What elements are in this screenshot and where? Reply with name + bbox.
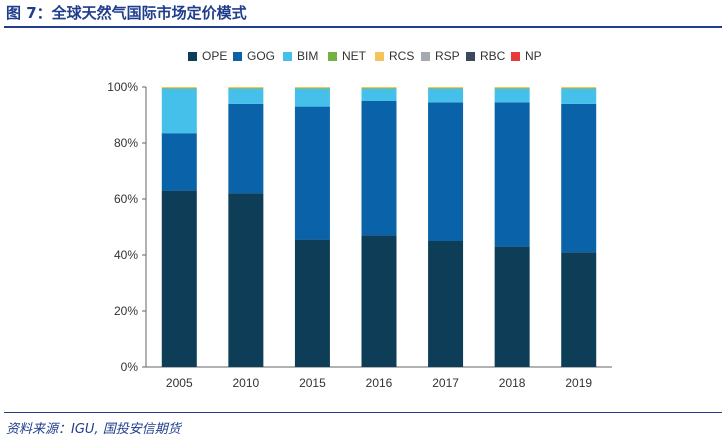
legend-label: BIM — [297, 49, 319, 63]
legend-label: OPE — [202, 49, 228, 63]
bar-segment-bim-2005 — [161, 88, 197, 134]
bar-segment-rcs-2016 — [361, 87, 397, 89]
bar-segment-gog-2010 — [228, 103, 264, 194]
legend-item-rbc: RBC — [466, 46, 505, 66]
legend-item-bim: BIM — [283, 46, 318, 66]
bar-segment-ope-2016 — [361, 235, 397, 367]
legend-swatch — [283, 51, 292, 61]
bar-segment-rcs-2017 — [428, 87, 464, 89]
legend-item-np: NP — [511, 46, 542, 66]
bar-segment-net-2019 — [561, 88, 597, 89]
x-tick-label: 2005 — [166, 376, 193, 390]
legend-item-rcs: RCS — [375, 46, 414, 66]
bar-segment-gog-2005 — [161, 133, 197, 191]
legend-swatch — [375, 51, 384, 61]
title-divider — [4, 26, 722, 28]
x-tick-label: 2018 — [499, 376, 526, 390]
chart-title: 图 7：全球天然气国际市场定价模式 — [6, 4, 247, 22]
bar-segment-net-2016 — [361, 88, 397, 89]
bar-segment-ope-2005 — [161, 190, 197, 367]
bar-segment-ope-2019 — [561, 252, 597, 367]
bar-segment-net-2017 — [428, 88, 464, 89]
y-tick-label: 40% — [114, 248, 138, 262]
x-tick-label: 2016 — [366, 376, 393, 390]
legend-item-rsp: RSP — [421, 46, 460, 66]
y-tick-label: 60% — [114, 192, 138, 206]
footer-divider — [4, 412, 722, 413]
source-note: 资料来源：IGU, 国投安信期货 — [6, 422, 181, 437]
bar-segment-rcs-2005 — [161, 87, 197, 89]
bar-segment-bim-2017 — [428, 88, 464, 103]
bar-segment-bim-2015 — [294, 88, 330, 107]
chart-legend: OPE GOG BIM NET RCS RSP RBC NP — [0, 46, 725, 66]
bar-segment-gog-2019 — [561, 103, 597, 253]
legend-swatch — [511, 51, 520, 61]
bar-segment-ope-2010 — [228, 193, 264, 367]
y-tick-label: 0% — [121, 360, 139, 374]
legend-label: NET — [342, 49, 366, 63]
bar-segment-gog-2018 — [494, 102, 530, 247]
legend-item-ope: OPE — [188, 46, 227, 66]
y-tick-label: 20% — [114, 304, 138, 318]
bar-segment-bim-2018 — [494, 88, 530, 103]
x-tick-label: 2019 — [565, 376, 592, 390]
x-tick-label: 2017 — [432, 376, 459, 390]
y-tick-label: 80% — [114, 136, 138, 150]
bar-segment-gog-2016 — [361, 101, 397, 236]
legend-label: NP — [525, 49, 542, 63]
bar-segment-gog-2015 — [294, 106, 330, 240]
bar-segment-ope-2018 — [494, 246, 530, 367]
bar-segment-bim-2010 — [228, 88, 264, 104]
legend-label: GOG — [247, 49, 276, 63]
bar-segment-rcs-2019 — [561, 87, 597, 89]
bar-segment-net-2018 — [494, 88, 530, 89]
bar-segment-ope-2017 — [428, 241, 464, 367]
bar-segment-net-2010 — [228, 88, 264, 89]
bar-segment-net-2015 — [294, 88, 330, 89]
legend-swatch — [188, 51, 197, 61]
legend-swatch — [233, 51, 242, 61]
legend-item-net: NET — [328, 46, 366, 66]
bar-segment-bim-2016 — [361, 88, 397, 101]
legend-label: RBC — [480, 49, 506, 63]
bar-segment-rcs-2010 — [228, 87, 264, 89]
bar-segment-rcs-2018 — [494, 87, 530, 89]
legend-swatch — [421, 51, 430, 61]
legend-label: RCS — [389, 49, 415, 63]
bar-segment-gog-2017 — [428, 102, 464, 242]
y-tick-label: 100% — [107, 80, 138, 94]
bar-segment-bim-2019 — [561, 88, 597, 104]
legend-swatch — [328, 51, 337, 61]
bar-segment-net-2005 — [161, 88, 197, 89]
x-tick-label: 2010 — [233, 376, 260, 390]
legend-swatch — [466, 51, 475, 61]
bar-segment-rcs-2015 — [294, 87, 330, 89]
x-tick-label: 2015 — [299, 376, 326, 390]
legend-item-gog: GOG — [233, 46, 275, 66]
legend-label: RSP — [435, 49, 460, 63]
bar-segment-ope-2015 — [294, 239, 330, 367]
